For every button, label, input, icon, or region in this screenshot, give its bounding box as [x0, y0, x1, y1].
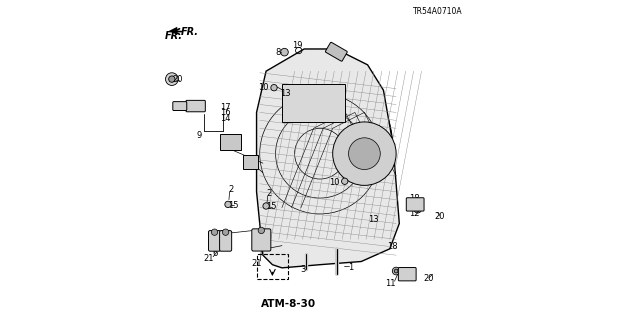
Text: 1: 1	[348, 263, 354, 272]
Text: 13: 13	[368, 215, 379, 224]
Text: 10: 10	[329, 178, 340, 187]
Circle shape	[271, 84, 277, 91]
FancyBboxPatch shape	[220, 231, 232, 251]
Circle shape	[281, 48, 288, 56]
FancyBboxPatch shape	[220, 134, 241, 149]
Circle shape	[189, 105, 193, 108]
Text: 15: 15	[228, 201, 239, 210]
Text: 21: 21	[252, 259, 262, 268]
Ellipse shape	[260, 62, 393, 246]
Text: 9: 9	[196, 131, 202, 140]
FancyBboxPatch shape	[243, 155, 258, 169]
FancyBboxPatch shape	[325, 42, 348, 61]
Text: 20: 20	[424, 275, 434, 284]
FancyBboxPatch shape	[398, 268, 416, 281]
Circle shape	[258, 227, 264, 234]
Polygon shape	[168, 27, 177, 35]
Circle shape	[349, 138, 380, 170]
Text: 7: 7	[227, 137, 232, 146]
FancyBboxPatch shape	[282, 84, 346, 122]
Text: 6: 6	[212, 249, 218, 258]
Text: 10: 10	[258, 83, 269, 92]
Text: 12: 12	[409, 209, 419, 219]
Circle shape	[416, 207, 420, 211]
Circle shape	[193, 105, 196, 108]
Polygon shape	[257, 49, 399, 268]
Text: 2: 2	[267, 189, 272, 198]
Circle shape	[263, 203, 269, 209]
Circle shape	[169, 76, 175, 82]
Text: FR.: FR.	[180, 27, 198, 37]
Text: 14: 14	[221, 114, 231, 123]
Text: 15: 15	[266, 203, 277, 212]
Circle shape	[225, 201, 231, 208]
Text: 20: 20	[435, 212, 445, 221]
Circle shape	[414, 205, 422, 213]
Text: 17: 17	[220, 102, 231, 112]
Text: 16: 16	[220, 108, 231, 117]
Circle shape	[166, 73, 178, 85]
Text: 20: 20	[173, 75, 183, 84]
Text: 22: 22	[328, 48, 339, 57]
Circle shape	[342, 178, 348, 184]
Text: FR.: FR.	[165, 31, 183, 41]
Text: 18: 18	[387, 242, 397, 251]
Text: 11: 11	[385, 279, 396, 288]
Circle shape	[223, 229, 228, 235]
FancyBboxPatch shape	[186, 100, 205, 112]
Text: ATM-8-30: ATM-8-30	[260, 299, 316, 309]
Text: 5: 5	[248, 156, 253, 165]
Text: 19: 19	[292, 41, 303, 50]
Text: 3: 3	[300, 265, 305, 274]
FancyBboxPatch shape	[252, 229, 271, 251]
FancyBboxPatch shape	[209, 231, 221, 251]
Text: 13: 13	[280, 89, 291, 98]
Text: 2: 2	[228, 185, 234, 194]
Circle shape	[333, 122, 396, 185]
Circle shape	[186, 105, 189, 108]
Circle shape	[211, 229, 218, 235]
Circle shape	[392, 267, 400, 275]
Circle shape	[394, 269, 398, 273]
FancyBboxPatch shape	[173, 102, 187, 110]
Text: 21: 21	[204, 254, 214, 263]
Text: TR54A0710A: TR54A0710A	[413, 7, 463, 16]
Text: 4: 4	[266, 236, 271, 244]
Text: 18: 18	[409, 194, 420, 203]
FancyBboxPatch shape	[406, 198, 424, 211]
Text: 8: 8	[276, 48, 281, 57]
